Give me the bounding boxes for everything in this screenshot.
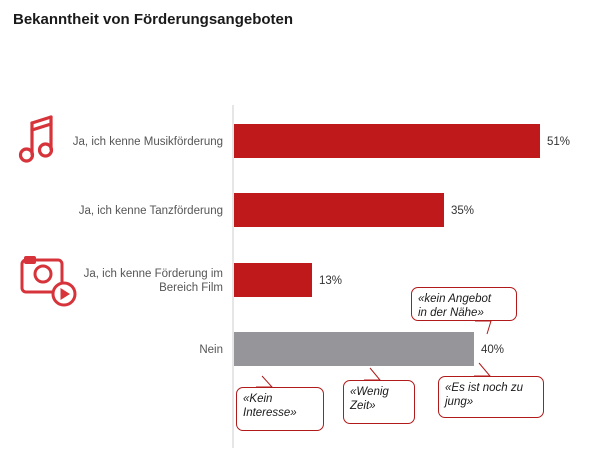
annotation-bubble: «kein Angebot in der Nähe»	[411, 287, 517, 321]
category-label: Bereich Film	[159, 282, 223, 294]
category-label: Ja, ich kenne Tanzförderung	[79, 205, 223, 217]
annotation-text: «kein Angebot	[418, 293, 492, 305]
bar	[234, 263, 312, 297]
value-label: 51%	[547, 136, 570, 148]
bar	[234, 124, 540, 158]
value-label: 40%	[481, 344, 504, 356]
chart-title: Bekanntheit von Förderungsangeboten	[13, 11, 294, 28]
annotation-text: «Es ist noch zu	[445, 382, 523, 394]
annotation-bubble: «Kein Interesse»	[236, 387, 324, 431]
value-label: 35%	[451, 205, 474, 217]
bar	[234, 193, 444, 227]
category-label: Ja, ich kenne Musikförderung	[73, 136, 223, 148]
annotation-text: «Kein	[243, 393, 273, 405]
film-camera-icon	[20, 256, 77, 307]
annotation-bubble: «Wenig Zeit»	[343, 380, 415, 424]
annotation-text: in der Nähe»	[418, 307, 484, 319]
bar	[234, 332, 474, 366]
annotation-text: Zeit»	[350, 400, 376, 412]
annotation-text: Interesse»	[243, 407, 297, 419]
category-label: Nein	[199, 344, 223, 356]
music-note-icon	[18, 115, 54, 163]
annotation-bubble: «Es ist noch zu jung»	[438, 376, 544, 418]
annotation-text: «Wenig	[350, 386, 389, 398]
category-label: Ja, ich kenne Förderung im	[84, 268, 223, 280]
value-label: 13%	[319, 275, 342, 287]
annotation-text: jung»	[445, 396, 474, 408]
